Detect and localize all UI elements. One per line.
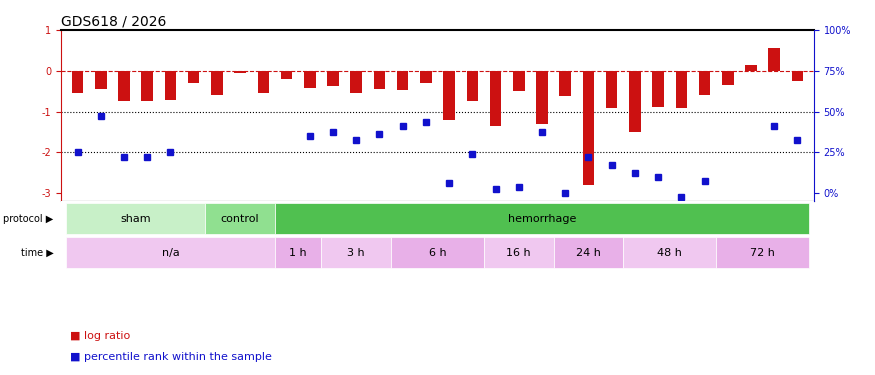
FancyBboxPatch shape xyxy=(206,203,275,234)
Bar xyxy=(513,71,525,91)
Bar xyxy=(466,71,478,101)
FancyBboxPatch shape xyxy=(391,237,484,268)
Bar xyxy=(281,71,292,79)
Text: 72 h: 72 h xyxy=(750,248,775,258)
Text: control: control xyxy=(220,214,259,223)
Bar xyxy=(792,71,803,81)
Bar xyxy=(164,71,176,100)
Text: GDS618 / 2026: GDS618 / 2026 xyxy=(61,15,166,29)
Bar xyxy=(94,71,107,89)
Bar xyxy=(746,65,757,71)
Text: hemorrhage: hemorrhage xyxy=(507,214,577,223)
FancyBboxPatch shape xyxy=(66,203,206,234)
FancyBboxPatch shape xyxy=(275,203,809,234)
Bar xyxy=(559,71,571,96)
Text: 24 h: 24 h xyxy=(576,248,601,258)
Bar xyxy=(676,71,687,108)
Bar xyxy=(350,71,362,93)
FancyBboxPatch shape xyxy=(623,237,717,268)
Bar xyxy=(722,71,733,85)
Text: 16 h: 16 h xyxy=(507,248,531,258)
Bar xyxy=(490,71,501,126)
Bar xyxy=(699,71,710,95)
Text: 3 h: 3 h xyxy=(347,248,365,258)
Bar xyxy=(304,71,316,88)
Text: 6 h: 6 h xyxy=(429,248,446,258)
Bar xyxy=(374,71,385,89)
Bar xyxy=(629,71,640,132)
Bar xyxy=(118,71,130,101)
FancyBboxPatch shape xyxy=(66,237,275,268)
Bar xyxy=(606,71,618,108)
Bar xyxy=(234,71,246,73)
FancyBboxPatch shape xyxy=(717,237,809,268)
Bar xyxy=(420,71,431,83)
Text: n/a: n/a xyxy=(162,248,179,258)
Bar xyxy=(768,48,780,71)
Text: 1 h: 1 h xyxy=(290,248,307,258)
Bar xyxy=(72,71,83,93)
Bar xyxy=(188,71,200,83)
Bar xyxy=(397,71,409,90)
Bar xyxy=(257,71,270,93)
Text: protocol ▶: protocol ▶ xyxy=(4,214,53,223)
Text: 48 h: 48 h xyxy=(657,248,682,258)
FancyBboxPatch shape xyxy=(321,237,391,268)
Text: sham: sham xyxy=(120,214,150,223)
Bar xyxy=(327,71,339,86)
Bar xyxy=(142,71,153,101)
Bar xyxy=(536,71,548,124)
Bar xyxy=(653,71,664,107)
FancyBboxPatch shape xyxy=(275,237,321,268)
Bar xyxy=(583,71,594,185)
Bar xyxy=(211,71,222,95)
FancyBboxPatch shape xyxy=(484,237,554,268)
FancyBboxPatch shape xyxy=(554,237,623,268)
Text: time ▶: time ▶ xyxy=(21,248,53,258)
Bar xyxy=(444,71,455,120)
Text: ■ percentile rank within the sample: ■ percentile rank within the sample xyxy=(70,352,272,362)
Text: ■ log ratio: ■ log ratio xyxy=(70,332,130,341)
